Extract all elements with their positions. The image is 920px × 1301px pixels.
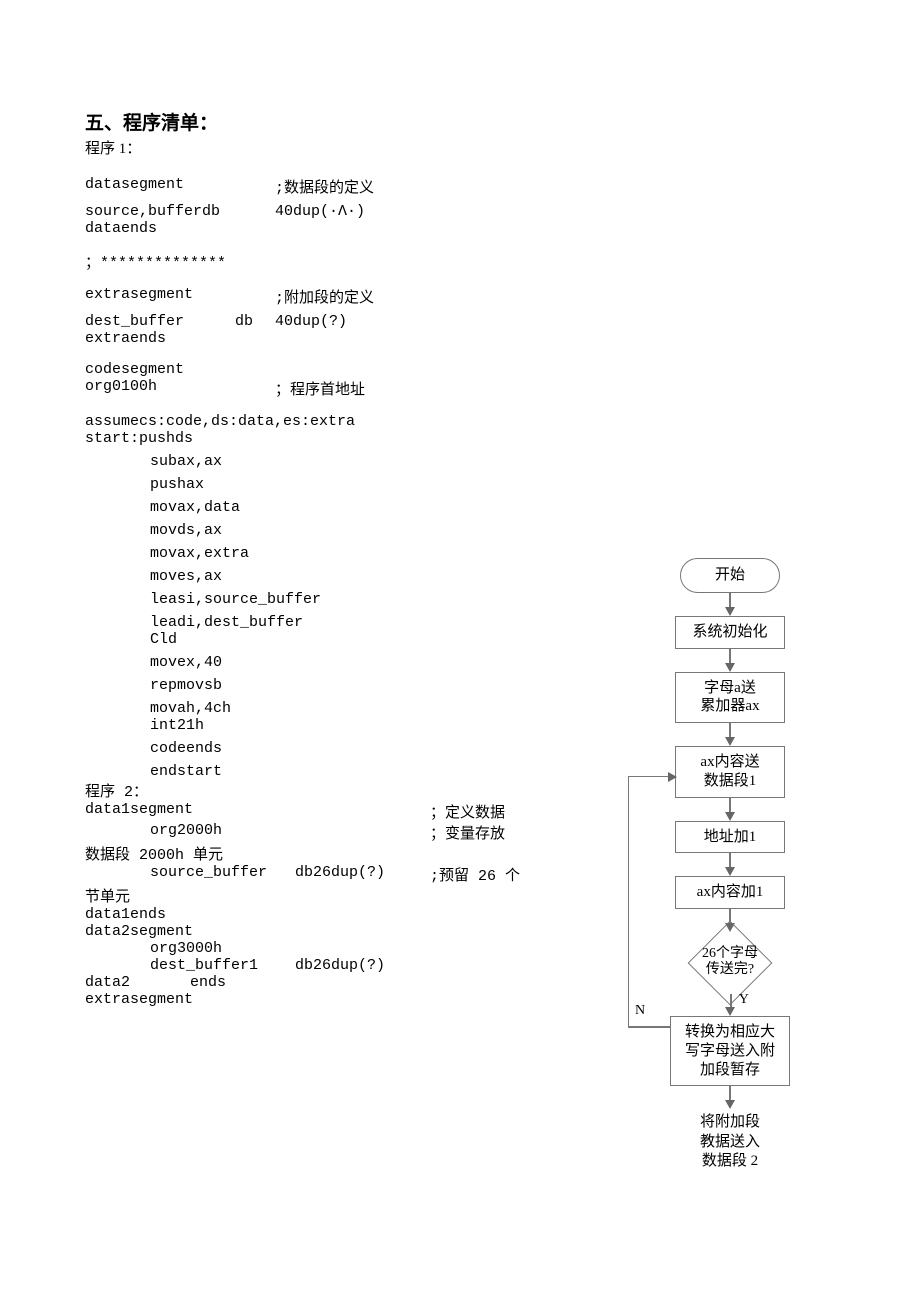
code-line: db26dup(?) <box>295 957 385 974</box>
code-line: moves,ax <box>150 568 222 585</box>
code-line: dataends <box>85 220 157 237</box>
code-line: db <box>235 313 275 330</box>
code-comment: ；程序首地址 <box>275 378 365 399</box>
flowchart-process: ax内容加1 <box>675 876 785 909</box>
code-line: 节单元 <box>85 885 130 906</box>
flowchart: 开始 系统初始化 字母a送 累加器ax ax内容送 数据段1 地址加1 ax内容… <box>620 558 840 1172</box>
code-line: dest_buffer1 <box>150 957 295 974</box>
code-line: codesegment <box>85 361 184 378</box>
flowchart-label-no: N <box>635 1003 645 1019</box>
flowchart-start: 开始 <box>680 558 780 593</box>
flowchart-process: 字母a送 累加器ax <box>675 672 785 724</box>
flowchart-text: 加段暂存 <box>675 1061 785 1080</box>
code-comment: ;预留 26 个 <box>430 864 520 885</box>
code-line: extrasegment <box>85 991 193 1008</box>
code-comment: ；变量存放 <box>430 822 505 843</box>
flowchart-text: 将附加段 <box>700 1113 760 1133</box>
flowchart-label-yes: Y <box>739 992 749 1008</box>
flowchart-process: 转换为相应大 写字母送入附 加段暂存 <box>670 1016 790 1086</box>
code-line: org3000h <box>150 940 222 957</box>
code-line: leasi,source_buffer <box>150 591 321 608</box>
code-line: subax,ax <box>150 453 222 470</box>
code-line: 数据段 2000h 单元 <box>85 843 223 864</box>
flowchart-text: 写字母送入附 <box>675 1042 785 1061</box>
code-comment: ;数据段的定义 <box>275 176 374 197</box>
code-line: codeends <box>150 740 222 757</box>
code-line: db26dup(?) <box>295 864 430 885</box>
code-line: endstart <box>150 763 222 780</box>
code-line: 40dup(·Λ·) <box>275 203 365 220</box>
code-comment: ;附加段的定义 <box>275 286 374 307</box>
code-line: extrasegment <box>85 286 275 307</box>
code-line: movds,ax <box>150 522 222 539</box>
flowchart-process: ax内容送 数据段1 <box>675 746 785 798</box>
program2-label: 程序 2： <box>85 780 148 801</box>
code-line: org0100h <box>85 378 275 399</box>
code-line: source_buffer <box>150 864 295 885</box>
code-line: data2 <box>85 974 190 991</box>
flowchart-process: 系统初始化 <box>675 616 785 649</box>
code-line: movex,40 <box>150 654 222 671</box>
flowchart-text: ax内容送 <box>680 753 780 772</box>
flowchart-text: 转换为相应大 <box>675 1023 785 1042</box>
code-line: pushax <box>150 476 204 493</box>
flowchart-text: 数据段 2 <box>700 1152 760 1172</box>
code-comment: ；定义数据 <box>430 801 505 822</box>
code-line: source,bufferdb <box>85 203 275 220</box>
code-line: datasegment <box>85 176 275 197</box>
flowchart-text: 字母a送 <box>680 679 780 698</box>
flowchart-end-text: 将附加段 教据送入 数据段 2 <box>700 1113 760 1172</box>
code-line: movah,4ch <box>150 700 231 717</box>
code-line: extraends <box>85 330 166 347</box>
code-line: ends <box>190 974 226 991</box>
code-line: leadi,dest_buffer <box>150 614 303 631</box>
flowchart-decision: 26个字母 传送完? <box>670 932 790 994</box>
flowchart-arrow <box>668 772 677 782</box>
code-line: int21h <box>150 717 204 734</box>
flowchart-text: 26个字母 <box>670 946 790 962</box>
code-line: repmovsb <box>150 677 222 694</box>
flowchart-text: 传送完? <box>670 962 790 978</box>
section-heading: 五、程序清单： <box>85 108 835 135</box>
flowchart-loopback <box>628 776 671 1028</box>
code-line: data2segment <box>85 923 193 940</box>
code-line: Cld <box>150 631 177 648</box>
code-line: ；************** <box>85 251 226 272</box>
program1-label: 程序 1： <box>85 137 835 158</box>
flowchart-process: 地址加1 <box>675 821 785 854</box>
code-line: dest_buffer <box>85 313 235 330</box>
code-line: start:pushds <box>85 430 193 447</box>
code-line: movax,data <box>150 499 240 516</box>
code-line: data1segment <box>85 801 430 822</box>
code-line: org2000h <box>150 822 430 843</box>
flowchart-text: 数据段1 <box>680 772 780 791</box>
code-line: movax,extra <box>150 545 249 562</box>
code-line: assumecs:code,ds:data,es:extra <box>85 413 355 430</box>
code-line: 40dup(?) <box>275 313 347 330</box>
flowchart-text: 累加器ax <box>680 697 780 716</box>
code-line: data1ends <box>85 906 166 923</box>
flowchart-text: 教据送入 <box>700 1133 760 1153</box>
